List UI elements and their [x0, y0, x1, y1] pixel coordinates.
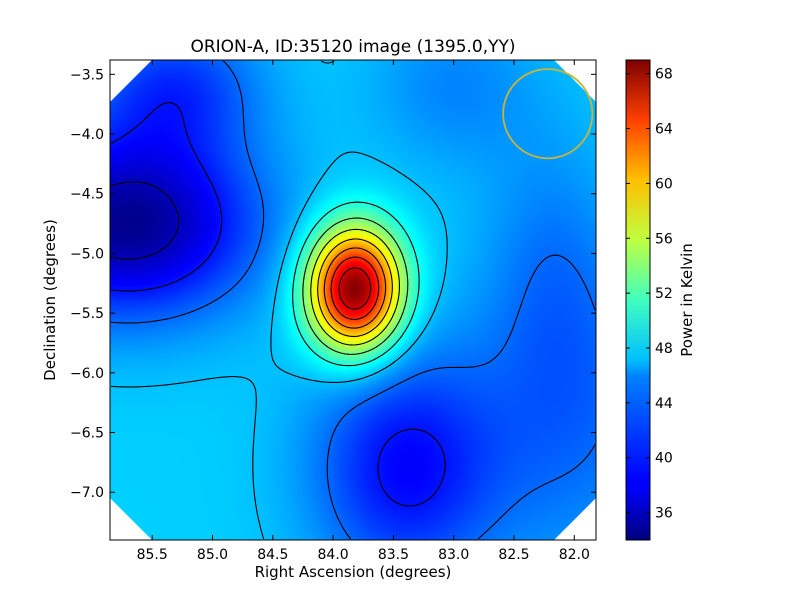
colorbar-tick-label: 36	[655, 506, 673, 522]
y-tick-label: −5.5	[70, 306, 104, 322]
x-tick-label: 85.5	[137, 547, 168, 563]
y-axis: −3.5 −4.0 −4.5 −5.0 −5.5 −6.0 −6.5 −7.0	[70, 67, 596, 501]
contour-line	[338, 267, 372, 310]
x-axis: 85.5 85.0 84.5 84.0 83.5 83.0 82.5 82.0	[137, 60, 590, 563]
x-tick-label: 84.0	[318, 547, 349, 563]
contour-line	[323, 247, 387, 329]
colorbar-tick-label: 60	[655, 176, 673, 192]
contour-line	[310, 228, 400, 346]
colorbar-tick-label: 56	[655, 231, 673, 247]
y-tick-label: −5.0	[70, 246, 104, 262]
x-tick-label: 82.0	[559, 547, 590, 563]
heatmap-area	[110, 60, 596, 540]
colorbar-tick-label: 68	[655, 67, 673, 83]
colorbar-tick-label: 52	[655, 286, 673, 302]
colorbar-tick-label: 64	[655, 122, 673, 138]
colorbar: 36 40 44 48 52 56 60 64 68 Power in Kelvin	[625, 59, 696, 541]
x-tick-label: 83.0	[438, 547, 469, 563]
y-tick-label: −6.0	[70, 366, 104, 382]
x-tick-label: 85.0	[197, 547, 228, 563]
contour-line	[110, 181, 180, 260]
x-axis-label: Right Ascension (degrees)	[255, 563, 452, 581]
contour-line	[302, 217, 409, 355]
colorbar-tick-label: 44	[655, 396, 673, 412]
y-tick-label: −6.5	[70, 426, 104, 442]
colorbar-tick-label: 48	[655, 341, 673, 357]
x-tick-label: 82.5	[498, 547, 529, 563]
colorbar-ticks: 36 40 44 48 52 56 60 64 68	[626, 67, 673, 522]
y-tick-label: −3.5	[70, 67, 104, 83]
x-tick-label: 84.5	[257, 547, 288, 563]
colorbar-tick-label: 40	[655, 451, 673, 467]
plot-frame	[109, 59, 597, 541]
contour-lines	[110, 60, 596, 540]
colorbar-label: Power in Kelvin	[678, 243, 696, 357]
x-tick-label: 83.5	[378, 547, 409, 563]
contour-line	[317, 238, 393, 337]
y-tick-label: −4.5	[70, 187, 104, 203]
heatmap-image	[110, 60, 596, 540]
beam-circle	[502, 68, 594, 160]
contour-line	[292, 201, 420, 367]
y-tick-label: −4.0	[70, 127, 104, 143]
y-tick-label: −7.0	[70, 485, 104, 501]
contour-line	[330, 256, 380, 320]
contour-line	[110, 60, 596, 540]
colorbar-gradient	[625, 59, 651, 541]
chart-title: ORION-A, ID:35120 image (1395.0,YY)	[190, 37, 515, 57]
contour-line	[110, 101, 446, 507]
y-axis-label: Declination (degrees)	[41, 219, 59, 381]
